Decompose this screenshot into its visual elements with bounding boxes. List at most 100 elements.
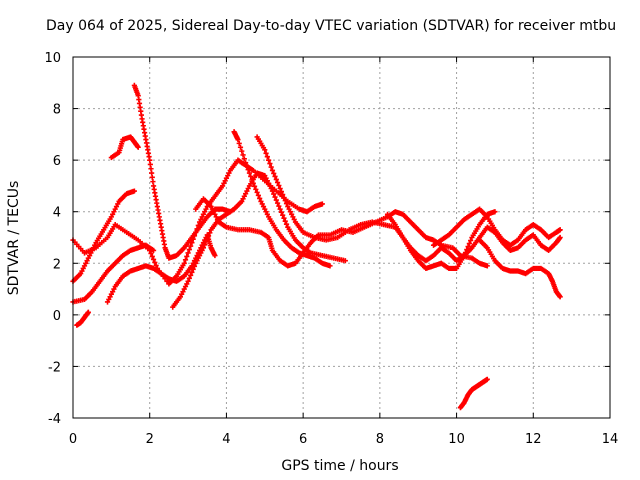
- data-point: [268, 164, 274, 170]
- data-points: [70, 82, 563, 411]
- data-point: [246, 170, 253, 176]
- data-point: [271, 170, 277, 177]
- data-point: [272, 194, 278, 200]
- data-point: [272, 173, 278, 180]
- data-point: [254, 189, 260, 195]
- data-point: [557, 227, 563, 233]
- data-point: [468, 237, 474, 244]
- y-tick-label: 4: [53, 206, 61, 221]
- data-point: [266, 157, 272, 163]
- data-point: [484, 263, 490, 269]
- data-point: [185, 250, 191, 256]
- data-point: [148, 250, 154, 257]
- data-point: [204, 236, 210, 242]
- data-point: [149, 253, 155, 260]
- x-tick-label: 8: [376, 432, 384, 447]
- data-point: [186, 275, 192, 281]
- data-point: [557, 294, 563, 300]
- data-point: [239, 148, 245, 154]
- data-point: [276, 203, 282, 209]
- x-tick-label: 4: [222, 432, 230, 447]
- data-point: [262, 147, 268, 153]
- data-point: [205, 233, 212, 239]
- data-point: [240, 152, 246, 158]
- x-tick-label: 0: [69, 432, 77, 447]
- data-point: [245, 166, 251, 173]
- x-tick-label: 12: [525, 432, 542, 447]
- series-sat-d: [108, 134, 141, 161]
- data-point: [184, 253, 190, 260]
- y-tick-label: 8: [53, 103, 61, 118]
- data-point: [153, 262, 159, 269]
- data-point: [190, 266, 196, 272]
- data-point: [131, 188, 137, 194]
- data-point: [283, 200, 290, 207]
- data-point: [319, 201, 325, 207]
- x-tick-label: 2: [146, 432, 154, 447]
- data-point: [248, 173, 254, 180]
- data-point: [277, 185, 283, 192]
- data-point: [244, 163, 250, 169]
- series-sat-f: [74, 309, 91, 328]
- data-point: [281, 194, 287, 201]
- x-tick-label: 10: [448, 432, 465, 447]
- series-sat-c: [70, 188, 137, 284]
- data-point: [243, 160, 249, 166]
- series-sat-l: [384, 209, 498, 272]
- grid-lines: [73, 57, 610, 418]
- series-sat-b: [131, 82, 233, 261]
- data-point: [466, 240, 472, 247]
- data-point: [492, 209, 498, 215]
- y-tick-label: 0: [53, 309, 61, 324]
- data-point: [342, 258, 348, 264]
- data-point: [200, 245, 207, 251]
- series-sat-h: [170, 170, 348, 310]
- data-point: [185, 278, 191, 284]
- data-point: [464, 246, 470, 253]
- y-tick-label: -2: [48, 360, 61, 375]
- data-point: [189, 269, 195, 275]
- series-sat-m: [430, 206, 563, 248]
- data-point: [281, 215, 287, 221]
- x-axis-label: GPS time / hours: [281, 458, 398, 474]
- data-point: [135, 144, 141, 150]
- data-point: [283, 221, 290, 227]
- y-tick-label: 2: [53, 257, 61, 272]
- data-point: [152, 259, 158, 266]
- data-point: [263, 150, 269, 156]
- data-point: [85, 309, 91, 315]
- data-point: [188, 272, 194, 278]
- data-point: [280, 191, 286, 198]
- data-point: [257, 195, 263, 201]
- data-point: [250, 180, 256, 186]
- y-tick-label: -4: [48, 412, 61, 427]
- series-sat-e: [70, 242, 157, 305]
- data-point: [249, 177, 255, 183]
- data-point: [274, 179, 281, 186]
- data-point: [207, 230, 213, 236]
- data-point: [269, 167, 276, 174]
- x-tick-label: 14: [602, 432, 619, 447]
- data-point: [267, 160, 273, 167]
- data-point: [191, 263, 198, 269]
- data-point: [276, 182, 282, 189]
- data-point: [461, 252, 467, 259]
- y-axis-label: SDTVAR / TECUs: [6, 181, 22, 296]
- y-axis-ticks: -4 -2 0 2 4 6 8 10: [44, 51, 610, 427]
- data-point: [237, 144, 244, 150]
- series-sat-n: [476, 237, 563, 300]
- data-point: [253, 186, 259, 192]
- data-point: [255, 192, 261, 198]
- data-point: [465, 243, 471, 250]
- data-point: [273, 176, 279, 183]
- data-point: [282, 218, 288, 224]
- data-point: [277, 206, 283, 212]
- data-point: [251, 183, 258, 189]
- y-tick-label: 6: [53, 154, 61, 169]
- data-point: [188, 243, 194, 249]
- data-point: [235, 136, 241, 143]
- series-sat-o: [457, 376, 490, 411]
- data-point: [264, 154, 270, 160]
- data-point: [236, 140, 242, 146]
- data-point: [271, 191, 277, 197]
